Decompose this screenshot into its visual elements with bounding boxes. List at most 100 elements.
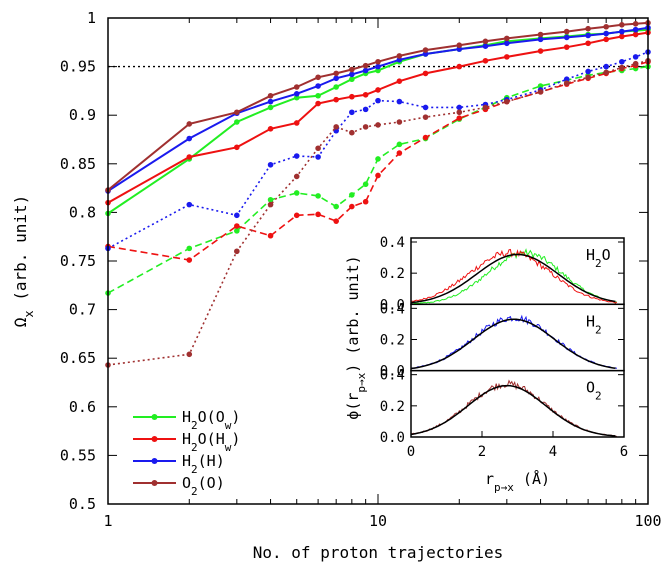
data-point-6-5: [315, 154, 321, 160]
data-point-7-5: [315, 145, 321, 152]
inset-panel-frame-2: [410, 369, 625, 438]
y-tick-label-1: 0.55: [60, 446, 96, 464]
y-tick-label-6: 0.8: [69, 203, 96, 221]
data-point-7-4: [293, 173, 300, 180]
data-point-2-1: [186, 135, 193, 142]
legend-label-2: H2(H): [182, 452, 225, 476]
legend-label-1: H2O(Hw): [182, 430, 240, 454]
data-point-5-4: [293, 212, 300, 219]
inset-series-1-1: [410, 318, 616, 370]
x-tick-label-1: 10: [369, 512, 387, 530]
data-point-2-13: [482, 43, 489, 49]
legend-swatch-marker-2: [151, 458, 158, 464]
data-point-7-20: [632, 60, 639, 67]
y-tick-label-5: 0.75: [60, 252, 96, 270]
data-point-1-13: [482, 57, 489, 64]
inset-y-tick-label-0-2: 0.4: [380, 235, 405, 251]
data-point-7-17: [585, 74, 591, 81]
series-line-4: [107, 65, 649, 294]
data-point-1-14: [504, 54, 510, 60]
data-point-4-10: [396, 141, 403, 148]
data-point-2-17: [585, 32, 591, 39]
data-point-5-12: [456, 115, 463, 121]
data-point-2-16: [563, 34, 570, 41]
inset-series-0-2: [410, 253, 616, 304]
data-point-1-5: [315, 100, 321, 107]
y-tick-label-0: 0.5: [69, 495, 96, 513]
data-point-6-16: [563, 76, 570, 83]
data-point-6-3: [267, 161, 274, 168]
data-point-7-16: [563, 80, 570, 86]
x-axis-title: No. of proton trajectories: [253, 543, 503, 562]
inset-panel-label-1: H2: [586, 312, 602, 336]
data-point-2-7: [349, 71, 355, 78]
data-point-2-3: [267, 98, 274, 105]
data-point-7-3: [267, 201, 274, 208]
legend-label-0: H2O(Ow): [182, 408, 240, 432]
data-point-1-2: [234, 144, 240, 151]
data-point-4-5: [315, 193, 321, 199]
data-point-2-10: [396, 56, 403, 63]
y-tick-label-10: 1: [87, 9, 96, 27]
inset-y-tick-label-0-1: 0.2: [380, 266, 405, 282]
data-point-3-3: [267, 92, 274, 99]
legend-label-3: O2(O): [182, 474, 225, 498]
inset-panel-bg-1: [411, 304, 624, 371]
data-point-3-13: [482, 38, 489, 45]
data-point-3-7: [349, 66, 355, 73]
x-tick-label-0: 1: [103, 512, 112, 530]
data-point-4-3: [267, 196, 274, 203]
data-point-3-2: [234, 109, 240, 116]
data-point-2-15: [537, 36, 544, 43]
legend-swatch-marker-0: [151, 414, 158, 420]
data-point-4-6: [333, 203, 339, 210]
y-tick-label-8: 0.9: [69, 106, 96, 124]
data-point-1-12: [456, 63, 463, 70]
data-point-2-5: [315, 83, 321, 89]
data-point-4-15: [537, 83, 544, 89]
data-point-2-20: [632, 26, 639, 33]
data-point-3-12: [456, 42, 463, 49]
data-point-1-17: [585, 40, 591, 47]
data-point-5-5: [315, 211, 321, 218]
series-line-3: [107, 21, 649, 191]
data-point-7-11: [422, 114, 429, 120]
data-point-5-8: [362, 198, 369, 205]
data-point-4-1: [186, 245, 193, 252]
data-point-7-12: [456, 109, 463, 116]
data-point-0-6: [333, 84, 339, 90]
data-point-7-9: [375, 122, 381, 128]
inset-x-tick-label-1: 2: [478, 444, 486, 460]
data-point-3-18: [603, 23, 609, 30]
data-point-1-1: [186, 154, 193, 160]
data-point-1-15: [537, 48, 544, 54]
plot-frame: [107, 17, 649, 505]
data-point-2-6: [333, 75, 339, 82]
data-point-2-4: [293, 91, 300, 97]
inset-panel-0: 0.0 0.2 0.4 H2O: [380, 235, 625, 313]
data-point-1-3: [267, 126, 274, 132]
data-point-5-9: [375, 172, 381, 179]
inset-x-axis-title: rp→x (Å): [485, 469, 550, 494]
data-point-1-18: [603, 36, 609, 43]
data-point-6-20: [632, 54, 639, 60]
y-tick-label-9: 0.95: [60, 58, 96, 76]
x-tick-label-2: 100: [634, 512, 661, 530]
data-point-1-7: [349, 93, 355, 100]
data-point-6-11: [422, 104, 429, 111]
inset-panel-1: 0.0 0.2 0.4 H2: [380, 301, 625, 380]
series-7: [105, 57, 651, 368]
y-axis-title: Ωx (arb. unit): [11, 195, 36, 327]
data-point-6-17: [585, 68, 591, 75]
series-line-2: [107, 26, 649, 192]
data-point-1-20: [632, 31, 639, 38]
data-point-3-15: [537, 31, 544, 38]
data-point-2-12: [456, 46, 463, 52]
inset-x-tick-label-2: 4: [549, 444, 557, 460]
inset-y-tick-label-2-2: 0.4: [380, 368, 405, 384]
data-point-7-7: [349, 129, 355, 136]
inset-panel-2: 0.0 0.2 0.4 O2: [380, 368, 625, 446]
data-point-0-3: [267, 104, 274, 111]
data-point-3-11: [422, 47, 429, 53]
